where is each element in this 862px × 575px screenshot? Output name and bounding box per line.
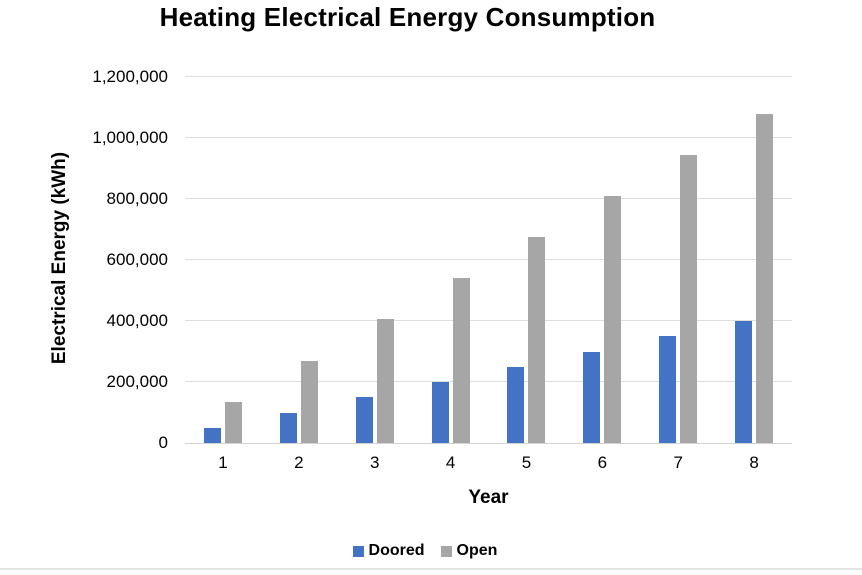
x-tick-label: 3 bbox=[369, 453, 380, 472]
x-tick-label: 4 bbox=[445, 453, 456, 472]
y-tick-label: 200,000 bbox=[106, 372, 168, 391]
bar-open-year-2 bbox=[300, 360, 318, 443]
bar-doored-year-3 bbox=[355, 397, 373, 443]
y-tick-label: 0 bbox=[158, 433, 168, 452]
y-tick-label: 400,000 bbox=[106, 311, 168, 330]
legend: Doored Open bbox=[0, 542, 850, 560]
x-axis-tick-labels: 1 2 3 4 5 6 7 8 bbox=[185, 453, 792, 473]
gridline bbox=[185, 259, 792, 260]
x-tick-label: 7 bbox=[673, 453, 683, 472]
bar-doored-year-1 bbox=[203, 427, 221, 443]
gridline bbox=[185, 198, 792, 199]
bar-open-year-4 bbox=[452, 278, 470, 443]
legend-label: Doored bbox=[368, 542, 425, 559]
bar-doored-year-5 bbox=[507, 366, 525, 443]
bar-open-year-1 bbox=[224, 401, 242, 443]
legend-swatch-icon bbox=[440, 545, 452, 557]
bar-group-year-1 bbox=[185, 77, 261, 443]
chart-title: Heating Electrical Energy Consumption bbox=[159, 2, 656, 32]
bar-group-year-7 bbox=[640, 77, 716, 443]
bar-doored-year-7 bbox=[659, 336, 677, 443]
legend-item-doored: Doored bbox=[352, 542, 425, 560]
bar-open-year-8 bbox=[756, 113, 774, 443]
bar-group-year-6 bbox=[564, 77, 640, 443]
legend-label: Open bbox=[456, 542, 498, 559]
bar-group-year-5 bbox=[489, 77, 565, 443]
page-divider bbox=[0, 568, 862, 570]
gridline bbox=[185, 76, 792, 77]
y-tick-label: 800,000 bbox=[106, 189, 168, 208]
bar-open-year-7 bbox=[680, 154, 698, 443]
x-tick-label: 6 bbox=[597, 453, 608, 472]
y-tick-label: 1,200,000 bbox=[92, 67, 168, 86]
plot-area bbox=[185, 76, 792, 444]
bar-doored-year-8 bbox=[735, 321, 753, 443]
bar-doored-year-4 bbox=[431, 382, 449, 443]
x-axis-title: Year bbox=[468, 487, 509, 508]
legend-swatch-icon bbox=[352, 545, 364, 557]
x-tick-label: 8 bbox=[749, 453, 759, 472]
bar-doored-year-6 bbox=[583, 351, 601, 443]
y-tick-label: 1,000,000 bbox=[92, 128, 168, 147]
bar-open-year-6 bbox=[604, 195, 622, 443]
gridline bbox=[185, 381, 792, 382]
x-tick-label: 1 bbox=[218, 453, 228, 472]
legend-item-open: Open bbox=[440, 542, 498, 560]
bar-group-year-2 bbox=[261, 77, 337, 443]
bar-group-year-8 bbox=[716, 77, 792, 443]
x-tick-label: 5 bbox=[521, 453, 532, 472]
y-tick-label: 600,000 bbox=[106, 250, 168, 269]
bar-groups bbox=[185, 77, 792, 443]
bar-group-year-3 bbox=[337, 77, 413, 443]
gridline bbox=[185, 320, 792, 321]
bar-group-year-4 bbox=[413, 77, 489, 443]
x-tick-label: 2 bbox=[294, 453, 304, 472]
gridline bbox=[185, 137, 792, 138]
bar-open-year-5 bbox=[528, 237, 546, 443]
bar-doored-year-2 bbox=[279, 412, 297, 443]
bar-open-year-3 bbox=[376, 319, 394, 443]
